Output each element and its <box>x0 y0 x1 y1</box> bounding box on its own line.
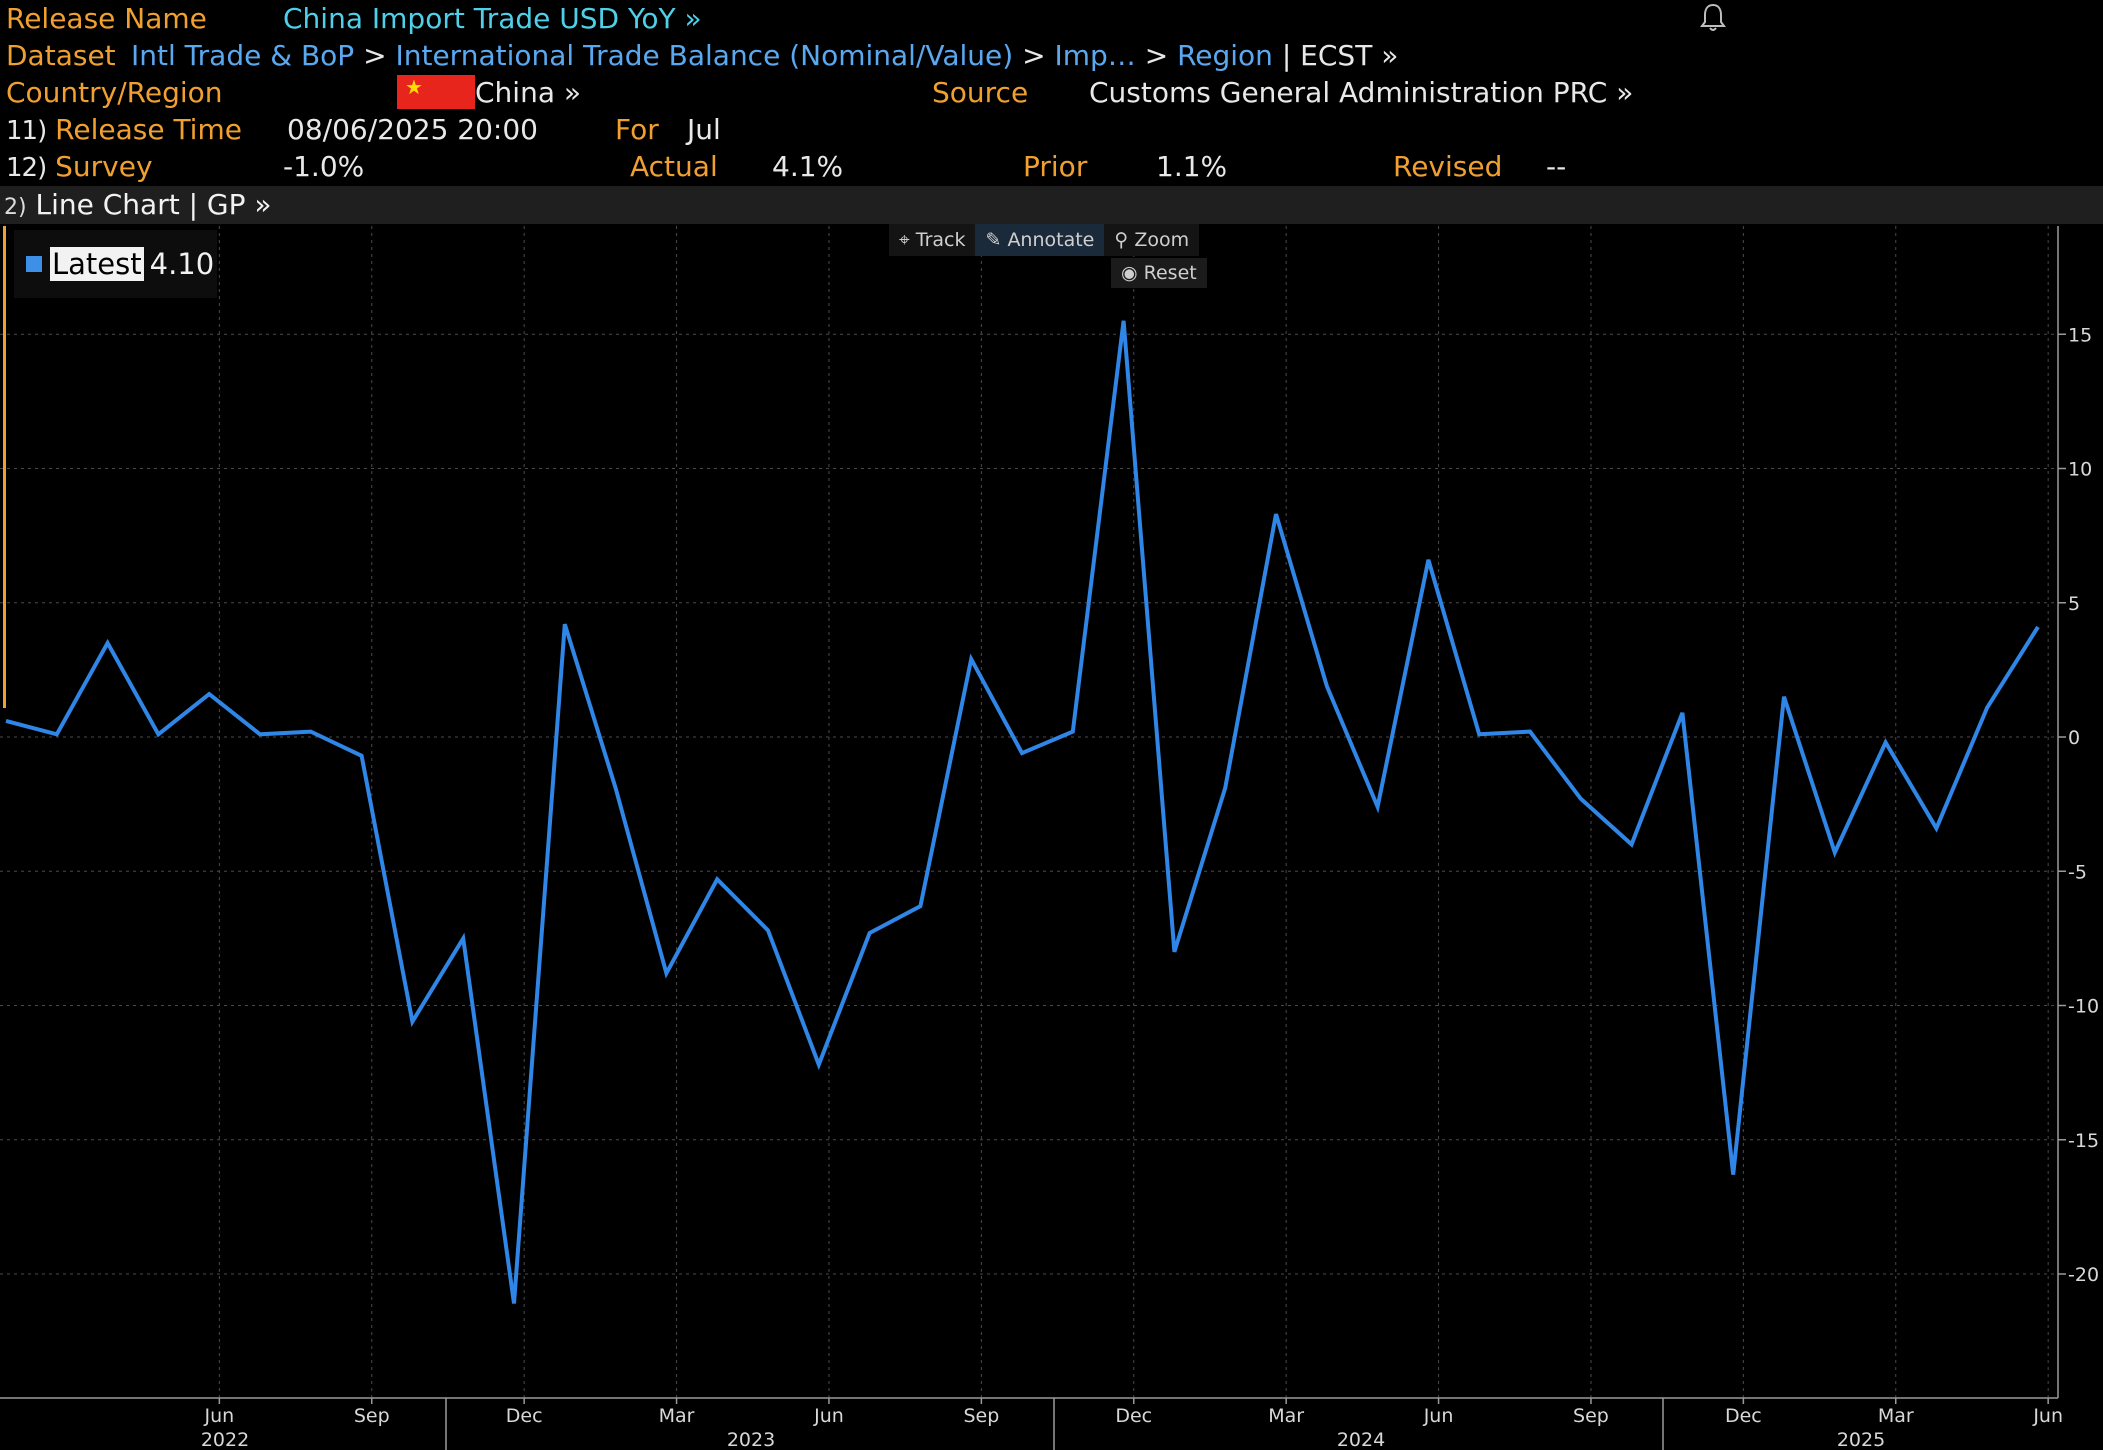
year-label: 2022 <box>201 1429 249 1450</box>
y-tick-label: 15 <box>2068 324 2092 346</box>
dataset-row: Dataset Intl Trade & BoP > International… <box>6 37 1398 74</box>
x-tick-label: Dec <box>506 1405 543 1427</box>
zoom-label: Zoom <box>1134 229 1190 251</box>
x-tick-label: Jun <box>813 1405 844 1427</box>
survey-label: Survey <box>55 150 153 183</box>
dataset-crumb-4[interactable]: Region <box>1177 39 1273 72</box>
breadcrumb-separator-icon: > <box>363 39 387 72</box>
chart-title-link[interactable]: Line Chart | GP » <box>35 188 272 221</box>
legend-value: 4.10 <box>149 247 215 281</box>
chart-shortcut[interactable]: 2) <box>4 195 27 220</box>
prior-value: 1.1% <box>1156 150 1228 183</box>
prior-label: Prior <box>1023 150 1088 183</box>
y-axis: 15 10 5 0 -5 -10 -15 -20 <box>2057 226 2099 1398</box>
legend-swatch <box>26 256 42 272</box>
year-label: 2024 <box>1337 1429 1385 1450</box>
data-points <box>5 320 2039 1304</box>
reset-label: Reset <box>1143 262 1197 284</box>
annotate-label: Annotate <box>1007 229 1095 251</box>
y-tick-label: 10 <box>2068 459 2092 481</box>
country-link[interactable]: China » <box>475 76 582 109</box>
magnifier-icon: ⚲ <box>1114 229 1129 251</box>
track-label: Track <box>915 229 966 251</box>
zoom-button[interactable]: ⚲ Zoom <box>1104 224 1199 256</box>
survey-row: 12) Survey -1.0% Actual 4.1% Prior 1.1% … <box>6 148 2096 185</box>
for-value: Jul <box>687 113 721 146</box>
x-tick-label: Mar <box>1268 1405 1304 1427</box>
x-tick-label: Sep <box>1573 1405 1609 1427</box>
breadcrumb-separator-icon: > <box>1022 39 1046 72</box>
for-label: For <box>615 113 659 146</box>
revised-label: Revised <box>1393 150 1503 183</box>
y-tick-label: -15 <box>2068 1130 2099 1152</box>
x-tick-label: Sep <box>354 1405 390 1427</box>
dataset-suffix-link[interactable]: | ECST » <box>1281 39 1399 72</box>
breadcrumb-separator-icon: > <box>1144 39 1169 72</box>
dataset-crumb-1[interactable]: Intl Trade & BoP <box>131 39 355 72</box>
annotate-button[interactable]: ✎ Annotate <box>975 224 1105 256</box>
release-name-label: Release Name <box>6 2 207 35</box>
bell-icon[interactable] <box>1700 2 1726 32</box>
x-tick-label: Mar <box>659 1405 695 1427</box>
x-tick-label: Jun <box>2032 1405 2063 1427</box>
country-row: Country/Region ★ China » Source Customs G… <box>6 74 2096 111</box>
radio-icon: ◉ <box>1121 262 1138 284</box>
chart-legend[interactable]: Latest 4.10 <box>14 230 217 298</box>
release-header: Release Name China Import Trade USD YoY … <box>0 0 2103 186</box>
release-name-row: Release Name China Import Trade USD YoY … <box>6 0 702 37</box>
survey-value: -1.0% <box>283 150 365 183</box>
country-label: Country/Region <box>6 76 223 109</box>
y-tick-label: 0 <box>2068 727 2080 749</box>
release-time-label: Release Time <box>55 113 242 146</box>
release-time-value: 08/06/2025 20:00 <box>287 113 538 146</box>
year-label: 2025 <box>1837 1429 1885 1450</box>
y-tick-label: -20 <box>2068 1264 2099 1286</box>
x-tick-label: Mar <box>1878 1405 1914 1427</box>
left-marker <box>3 226 6 708</box>
y-tick-label: -10 <box>2068 996 2099 1018</box>
x-tick-label: Dec <box>1115 1405 1152 1427</box>
y-tick-label: 5 <box>2068 593 2080 615</box>
chart-toolbar: ⌖ Track ✎ Annotate ⚲ Zoom <box>889 224 1200 256</box>
dataset-label: Dataset <box>6 39 116 72</box>
track-button[interactable]: ⌖ Track <box>889 224 975 256</box>
source-label: Source <box>932 76 1029 109</box>
dataset-crumb-3[interactable]: Imp… <box>1054 39 1136 72</box>
pencil-icon: ✎ <box>985 229 1002 251</box>
x-tick-label: Jun <box>1423 1405 1454 1427</box>
release-time-shortcut[interactable]: 11) <box>6 116 47 146</box>
year-label: 2023 <box>727 1429 775 1450</box>
release-time-row: 11) Release Time 08/06/2025 20:00 For Ju… <box>6 111 721 148</box>
actual-label: Actual <box>630 150 718 183</box>
legend-entry: Latest 4.10 <box>50 245 214 283</box>
survey-shortcut[interactable]: 12) <box>6 153 47 183</box>
line-chart[interactable]: 15 10 5 0 -5 -10 -15 -20 Jun Sep Dec Mar Jun Sep Dec M… <box>0 224 2103 1450</box>
y-tick-label: -5 <box>2068 861 2087 883</box>
chart-grid <box>0 226 2058 1398</box>
actual-value: 4.1% <box>772 150 844 183</box>
china-flag-icon: ★ <box>397 75 475 109</box>
legend-label: Latest <box>50 247 144 281</box>
x-tick-label: Dec <box>1725 1405 1762 1427</box>
chart-title-bar[interactable]: 2) Line Chart | GP » <box>0 186 2103 224</box>
reset-button[interactable]: ◉ Reset <box>1111 258 1207 288</box>
crosshair-icon: ⌖ <box>899 229 910 251</box>
source-link[interactable]: Customs General Administration PRC » <box>1089 76 1634 109</box>
dataset-crumb-2[interactable]: International Trade Balance (Nominal/Val… <box>395 39 1014 72</box>
x-tick-label: Jun <box>204 1405 235 1427</box>
country-value[interactable]: ★ China » <box>397 74 581 111</box>
release-name-link[interactable]: China Import Trade USD YoY » <box>283 2 702 35</box>
x-tick-label: Sep <box>963 1405 999 1427</box>
x-axis: Jun Sep Dec Mar Jun Sep Dec Mar Jun Sep Dec Mar Jun2… <box>0 1397 2063 1450</box>
revised-value: -- <box>1546 150 1567 183</box>
